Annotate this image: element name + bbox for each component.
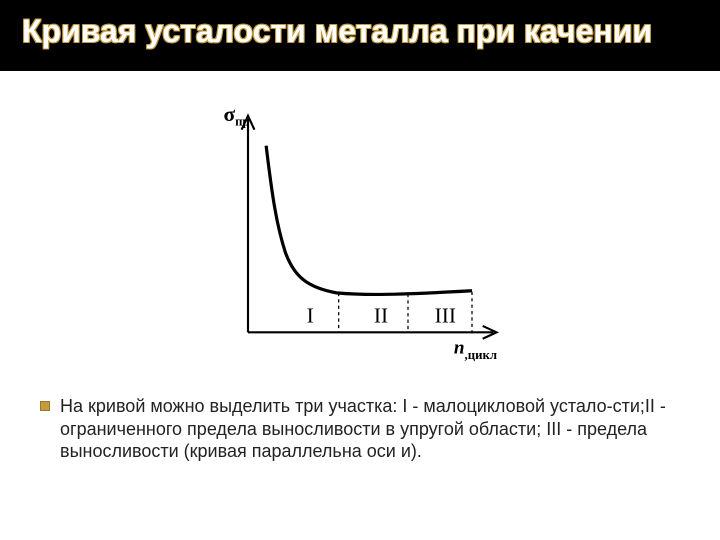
description-text: На кривой можно выделить три участка: I … <box>60 395 680 463</box>
fatigue-curve <box>266 146 472 295</box>
bullet-icon <box>40 401 50 411</box>
x-axis-label: n,цикл <box>454 338 497 362</box>
region-label-1: I <box>307 304 314 328</box>
slide-title-bar: Кривая усталости металла при качении <box>0 0 720 71</box>
region-label-3: III <box>435 304 456 328</box>
y-axis-label: σпр <box>223 102 249 128</box>
chart-container: σпр n,цикл I II III <box>0 71 720 381</box>
description-row: На кривой можно выделить три участка: I … <box>0 381 720 463</box>
region-label-2: II <box>374 304 388 328</box>
fatigue-curve-chart: σпр n,цикл I II III <box>200 91 520 371</box>
slide-title-text: Кривая усталости металла при качении <box>22 14 698 49</box>
